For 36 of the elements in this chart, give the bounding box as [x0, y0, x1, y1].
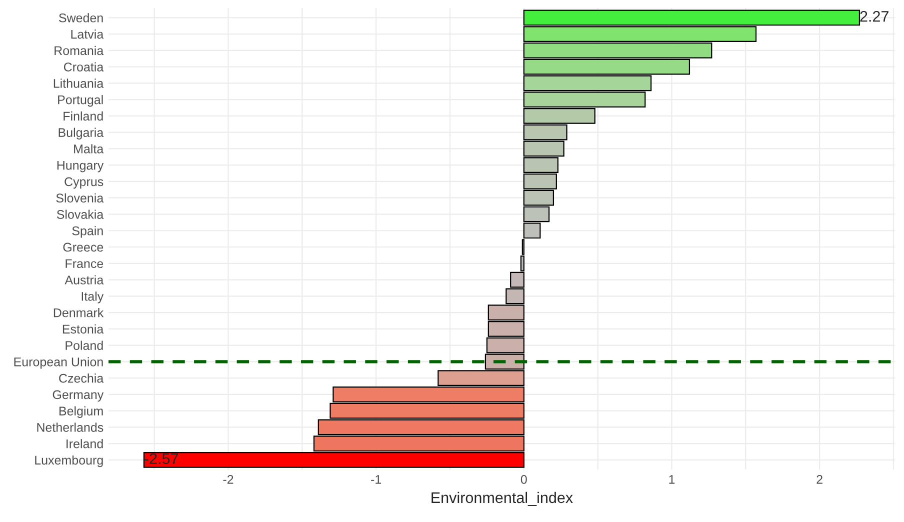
y-tick-label: Hungary [57, 161, 104, 172]
x-axis-title: Environmental_index [432, 492, 573, 506]
x-tick-label: -1 [371, 475, 382, 484]
y-tick-label: Austria [64, 275, 104, 284]
y-tick-label: Czechia [59, 374, 104, 383]
y-tick-label: Bulgaria [58, 128, 104, 140]
y-tick-label: Latvia [71, 30, 104, 39]
y-tick-label: Greece [63, 242, 104, 252]
y-tick-label: Estonia [62, 324, 104, 334]
y-tick-label: Lithuania [54, 78, 104, 88]
y-tick-label: France [66, 259, 104, 268]
y-tick-label: Romania [54, 46, 104, 56]
y-tick-label: Denmark [54, 308, 104, 318]
y-tick-label: Malta [74, 144, 104, 154]
x-tick-label: -2 [223, 474, 234, 484]
y-tick-label: Belgium [59, 406, 103, 418]
y-tick-label: Finland [64, 111, 103, 121]
y-tick-label: Slovenia [56, 193, 104, 203]
y-tick-label: Slovakia [56, 210, 104, 219]
y-tick-label: Luxembourg [35, 455, 103, 468]
y-tick-label: Italy [82, 292, 104, 304]
x-tick-label: 1 [669, 475, 675, 484]
y-tick-label: Germany [52, 390, 104, 402]
y-tick-label: Ireland [66, 439, 103, 448]
y-tick-label: Sweden [59, 13, 103, 22]
data-label: -2.57 [144, 453, 178, 464]
y-tick-label: Spain [72, 226, 103, 238]
data-label: 2.27 [860, 10, 888, 22]
y-tick-label: Poland [66, 340, 103, 350]
x-tick-label: 2 [816, 474, 822, 484]
y-tick-label: Portugal [58, 95, 103, 107]
x-tick-label: 0 [520, 474, 527, 484]
y-tick-label: European Union [14, 357, 103, 369]
y-tick-label: Croatia [64, 62, 104, 72]
y-tick-label: Netherlands [37, 422, 104, 432]
y-tick-label: Cyprus [64, 177, 104, 189]
